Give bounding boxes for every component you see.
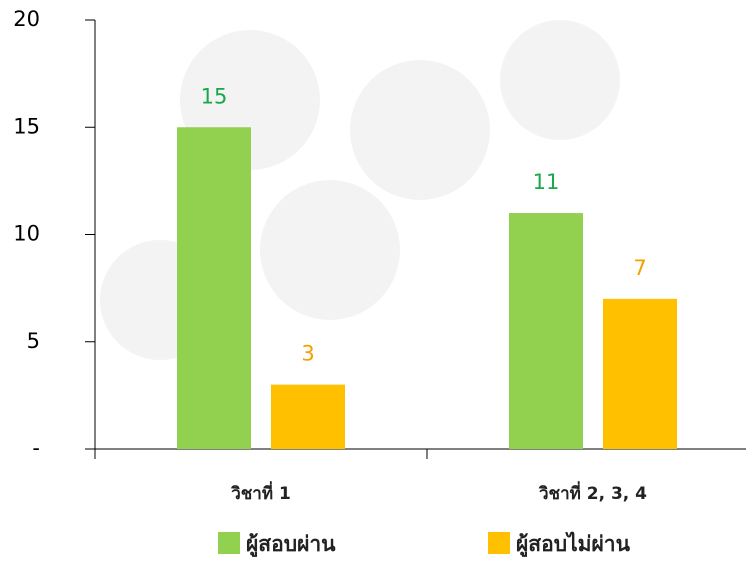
legend-swatch (488, 532, 510, 554)
data-label: 3 (301, 342, 314, 366)
x-tick-label: วิชาที่ 2, 3, 4 (539, 481, 648, 504)
y-tick-label: 15 (13, 114, 40, 138)
bg-circle (260, 180, 400, 320)
bg-circle (500, 20, 620, 140)
legend-label: ผู้สอบไม่ผ่าน (516, 531, 631, 558)
bar (603, 298, 677, 449)
bar (509, 213, 583, 449)
y-tick-label: - (32, 436, 40, 460)
bg-circle (350, 60, 490, 200)
bar (271, 384, 345, 449)
legend-swatch (218, 532, 240, 554)
y-tick-label: 5 (27, 329, 40, 353)
y-tick-label: 10 (13, 222, 40, 246)
data-label: 11 (533, 170, 560, 194)
data-label: 7 (633, 256, 646, 280)
y-tick-label: 20 (13, 7, 40, 31)
data-label: 15 (201, 84, 228, 108)
x-tick-label: วิชาที่ 1 (231, 481, 291, 504)
bar (177, 127, 251, 449)
legend-label: ผู้สอบผ่าน (246, 532, 336, 558)
